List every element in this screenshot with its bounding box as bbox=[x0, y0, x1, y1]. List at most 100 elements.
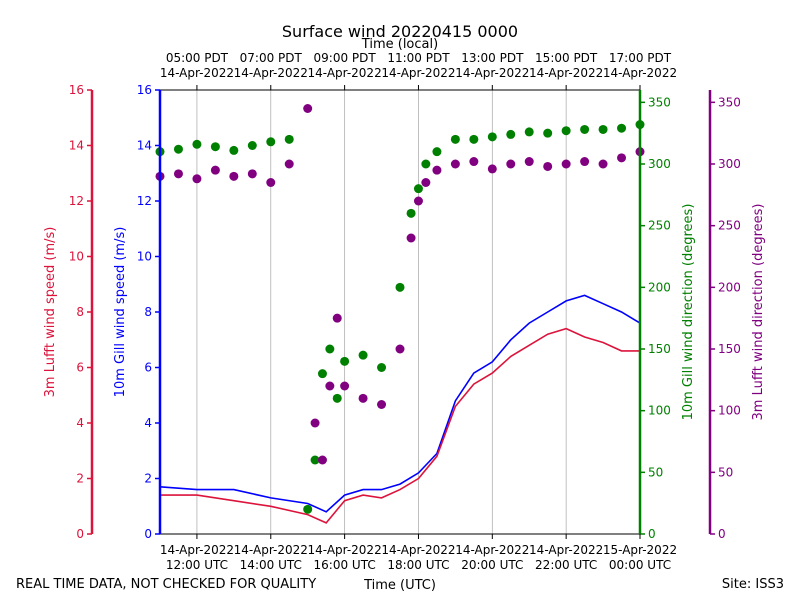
scatter-point bbox=[310, 418, 320, 428]
y-tick-label: 16 bbox=[137, 83, 152, 97]
x-tick-utc-time: 22:00 UTC bbox=[535, 558, 597, 572]
scatter-point bbox=[317, 369, 327, 379]
y-tick-label: 2 bbox=[144, 472, 152, 486]
y-tick-label: 4 bbox=[76, 416, 84, 430]
y-tick-label: 0 bbox=[76, 527, 84, 541]
scatter-point bbox=[358, 350, 368, 360]
scatter-point bbox=[303, 104, 313, 113]
x-axis-label: Time (UTC) bbox=[363, 578, 436, 593]
y-tick-label: 300 bbox=[718, 157, 741, 171]
x-tick-local-date: 14-Apr-2022 bbox=[603, 66, 677, 80]
y-tick-label: 0 bbox=[144, 527, 152, 541]
scatter-point bbox=[598, 124, 608, 134]
scatter-point bbox=[317, 455, 327, 465]
scatter-point bbox=[303, 504, 313, 514]
y-tick-label: 200 bbox=[648, 280, 671, 294]
x-tick-utc-time: 14:00 UTC bbox=[240, 558, 302, 572]
y-tick-label: 8 bbox=[144, 305, 152, 319]
scatter-point bbox=[340, 381, 350, 391]
y-tick-label: 350 bbox=[718, 95, 741, 109]
scatter-point bbox=[543, 128, 553, 138]
scatter-point bbox=[406, 208, 416, 218]
x-tick-utc-date: 14-Apr-2022 bbox=[160, 543, 234, 557]
x-tick-local-date: 14-Apr-2022 bbox=[308, 66, 382, 80]
series-layer bbox=[155, 104, 645, 524]
y-tick-label: 14 bbox=[69, 139, 84, 153]
plot-frame bbox=[159, 89, 641, 535]
scatter-point bbox=[266, 137, 276, 147]
scatter-point bbox=[229, 171, 239, 181]
lufft-speed-axis: 0 2 4 6 8 10 12 14 16 3m Lufft wind speed (m/s) bbox=[43, 83, 94, 541]
scatter-point bbox=[332, 393, 342, 403]
scatter-point bbox=[561, 126, 571, 136]
scatter-point bbox=[266, 178, 276, 187]
series-line bbox=[159, 294, 641, 513]
scatter-point bbox=[247, 169, 257, 179]
gill-speed-axis: 0 2 4 6 8 10 12 14 16 10m Gill wind speed (m/s) bbox=[113, 83, 162, 541]
x-tick-local-date: 14-Apr-2022 bbox=[455, 66, 529, 80]
x-tick-utc-date: 14-Apr-2022 bbox=[381, 543, 455, 557]
x-tick-utc-date: 14-Apr-2022 bbox=[529, 543, 603, 557]
y-tick-label: 100 bbox=[648, 404, 671, 418]
footer-right: Site: ISS3 bbox=[722, 577, 784, 592]
x-tick-local-date: 14-Apr-2022 bbox=[160, 66, 234, 80]
footer-left: REAL TIME DATA, NOT CHECKED FOR QUALITY bbox=[16, 577, 316, 592]
scatter-point bbox=[192, 174, 202, 184]
y-tick-label: 14 bbox=[137, 139, 152, 153]
x-tick-utc-date: 14-Apr-2022 bbox=[234, 543, 308, 557]
scatter-point bbox=[377, 400, 387, 409]
x-tick-local-date: 14-Apr-2022 bbox=[234, 66, 308, 80]
y-tick-label: 4 bbox=[144, 416, 152, 430]
scatter-point bbox=[173, 169, 183, 179]
gill-dir-axis-label: 10m Gill wind direction (degrees) bbox=[681, 204, 696, 421]
x-tick-utc-time: 00:00 UTC bbox=[609, 558, 671, 572]
y-tick-label: 150 bbox=[718, 342, 741, 356]
scatter-point bbox=[543, 161, 553, 171]
scatter-point bbox=[358, 393, 368, 403]
scatter-point bbox=[340, 356, 350, 366]
x-tick-utc-time: 16:00 UTC bbox=[314, 558, 376, 572]
y-tick-label: 12 bbox=[69, 194, 84, 208]
series-10m-gill-wind-direction bbox=[155, 120, 645, 514]
y-tick-label: 0 bbox=[718, 527, 726, 541]
lufft-dir-axis-label: 3m Lufft wind direction (degrees) bbox=[751, 204, 766, 421]
scatter-point bbox=[173, 144, 183, 154]
y-tick-label: 50 bbox=[648, 465, 663, 479]
x-tick-utc-date: 14-Apr-2022 bbox=[308, 543, 382, 557]
y-tick-label: 150 bbox=[648, 342, 671, 356]
y-tick-label: 6 bbox=[76, 361, 84, 375]
y-tick-label: 200 bbox=[718, 280, 741, 294]
chart-title: Surface wind 20220415 0000 bbox=[282, 22, 518, 41]
y-tick-label: 6 bbox=[144, 361, 152, 375]
x-tick-local-time: 17:00 PDT bbox=[609, 51, 672, 65]
scatter-point bbox=[284, 159, 294, 169]
x-tick-utc-time: 20:00 UTC bbox=[461, 558, 523, 572]
x-tick-utc-time: 12:00 UTC bbox=[166, 558, 228, 572]
scatter-point bbox=[487, 132, 497, 142]
scatter-point bbox=[247, 141, 257, 150]
y-tick-label: 12 bbox=[137, 194, 152, 208]
gill-dir-axis: 0 50 100 150 200 250 300 350 10m Gill wind direc… bbox=[638, 90, 696, 541]
scatter-point bbox=[210, 142, 220, 152]
scatter-point bbox=[561, 159, 571, 169]
x-tick-utc-date: 14-Apr-2022 bbox=[455, 543, 529, 557]
x-tick-local-time: 15:00 PDT bbox=[535, 51, 598, 65]
scatter-point bbox=[395, 344, 405, 354]
x-tick-local-time: 07:00 PDT bbox=[240, 51, 303, 65]
x-tick-local-time: 13:00 PDT bbox=[461, 51, 524, 65]
scatter-point bbox=[421, 178, 431, 187]
axes-layer: 0 2 4 6 8 10 12 14 16 3m Lufft wind speed (m/s) 0 2… bbox=[43, 83, 766, 541]
scatter-point bbox=[229, 145, 239, 155]
lufft-speed-axis-label: 3m Lufft wind speed (m/s) bbox=[43, 227, 58, 398]
x-tick-local-time: 09:00 PDT bbox=[314, 51, 377, 65]
scatter-point bbox=[617, 123, 627, 133]
series-line bbox=[160, 327, 640, 524]
y-tick-label: 100 bbox=[718, 404, 741, 418]
gridlines bbox=[196, 90, 567, 534]
y-tick-label: 2 bbox=[76, 472, 84, 486]
scatter-point bbox=[325, 344, 335, 354]
scatter-point bbox=[406, 233, 416, 243]
series-3m-lufft-wind-direction bbox=[155, 104, 645, 465]
